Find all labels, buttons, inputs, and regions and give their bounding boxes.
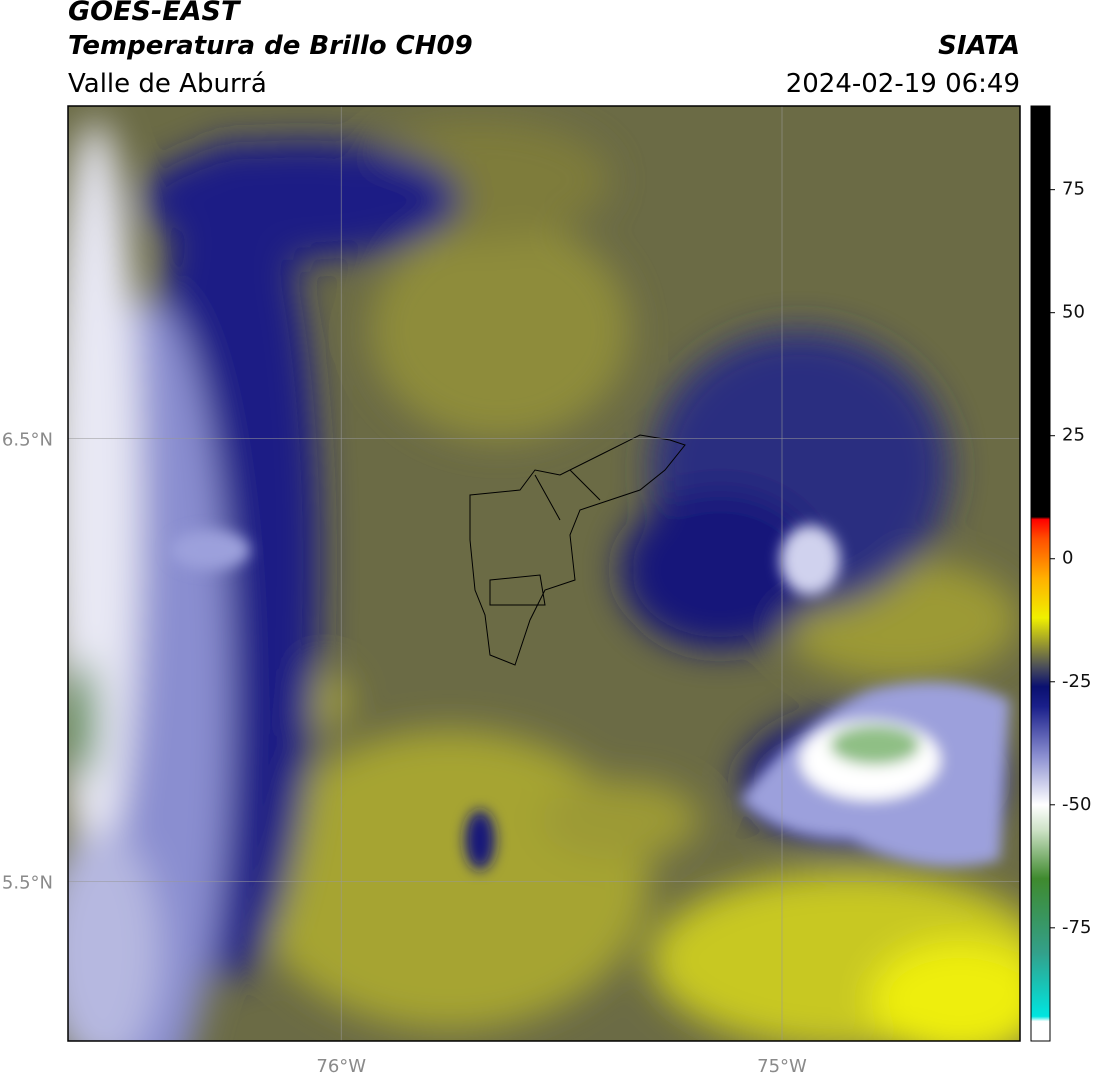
colorbar-tick-label: 50 xyxy=(1062,302,1085,323)
colorbar-tick-label: -25 xyxy=(1062,671,1091,692)
colorbar-tick-label: 25 xyxy=(1062,425,1085,446)
y-tick-label: 6.5°N xyxy=(2,429,53,450)
x-tick-label: 75°W xyxy=(757,1056,807,1077)
graticule xyxy=(68,106,1020,1041)
subtitle: Temperatura de Brillo CH09 xyxy=(68,31,473,61)
colorbar xyxy=(1030,105,1051,1042)
x-tick-label: 76°W xyxy=(316,1056,366,1077)
satellite-image xyxy=(68,106,1020,1041)
y-tick-label: 5.5°N xyxy=(2,872,53,893)
colorbar-tick-label: -75 xyxy=(1062,917,1091,938)
region: Valle de Aburrá xyxy=(68,69,267,99)
map-frame xyxy=(67,105,1021,1042)
colorbar-tick-label: 0 xyxy=(1062,548,1073,569)
title: GOES-EAST xyxy=(68,0,242,27)
datetime: 2024-02-19 06:49 xyxy=(786,69,1020,99)
colorbar-tick-label: -50 xyxy=(1062,794,1091,815)
colorbar-tick-label: 75 xyxy=(1062,179,1085,200)
source: SIATA xyxy=(938,31,1020,61)
